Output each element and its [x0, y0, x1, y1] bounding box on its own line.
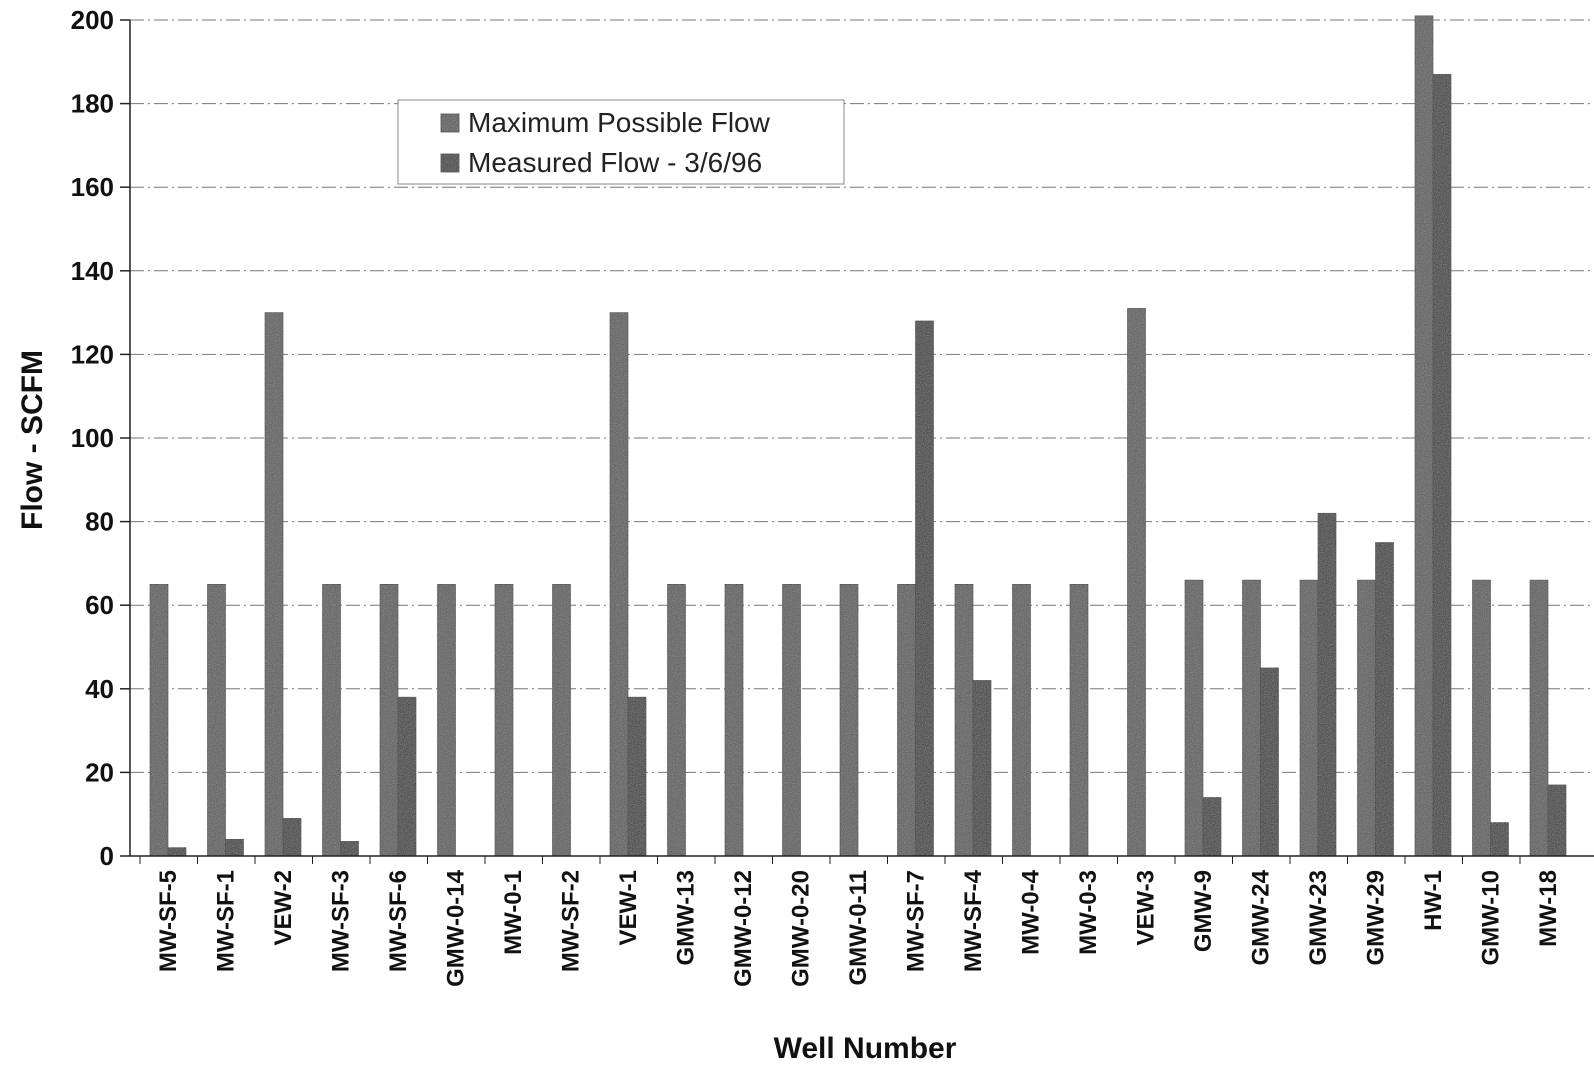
y-tick-label: 0 [100, 841, 114, 871]
x-tick-label: MW-SF-5 [155, 870, 182, 972]
bar-measured-flow [225, 838, 244, 857]
bar-max-flow [1414, 15, 1434, 857]
bar-measured-flow [1260, 667, 1279, 857]
bar-measured-flow [627, 696, 647, 857]
legend-label-measured-flow: Measured Flow - 3/6/96 [468, 147, 762, 178]
x-tick-label: MW-SF-6 [385, 870, 412, 972]
x-tick-label: MW-0-1 [500, 870, 527, 955]
x-tick-label: GMW-29 [1363, 870, 1390, 966]
bar-max-flow [494, 583, 514, 857]
bar-max-flow [552, 583, 571, 857]
y-tick-labels: 0 20 40 60 80 100 120 140 160 180 200 [71, 5, 130, 871]
y-tick-label: 60 [85, 590, 114, 620]
bar-measured-flow [915, 320, 934, 857]
x-tick-label: MW-0-3 [1075, 870, 1102, 955]
y-tick-label: 180 [71, 89, 114, 119]
x-tick-label: MW-18 [1535, 870, 1562, 947]
x-tick-label: GMW-0-11 [845, 870, 872, 986]
bar-measured-flow [1375, 542, 1394, 857]
legend-label-max-flow: Maximum Possible Flow [468, 107, 771, 138]
y-tick-label: 120 [71, 339, 114, 369]
y-tick-label: 200 [71, 5, 114, 35]
bar-measured-flow [1432, 74, 1452, 857]
bar-max-flow [1012, 583, 1031, 857]
bar-max-flow [1472, 579, 1491, 857]
y-tick-label: 40 [85, 674, 114, 704]
bar-max-flow [609, 312, 629, 857]
bar-measured-flow [397, 696, 417, 857]
bar-max-flow [897, 583, 916, 857]
x-tick-label: GMW-13 [673, 870, 700, 966]
bar-measured-flow [1490, 822, 1509, 857]
bar-measured-flow [340, 841, 359, 857]
x-tick-label: MW-SF-1 [213, 870, 240, 972]
bar-max-flow [322, 583, 341, 857]
bar-max-flow [264, 312, 284, 857]
bar-max-flow [1299, 579, 1319, 857]
x-tick-label: VEW-3 [1133, 870, 1160, 946]
x-tick-label: GMW-10 [1478, 870, 1505, 966]
bars [149, 15, 1567, 857]
y-tick-label: 140 [71, 256, 114, 286]
x-tick-label: GMW-23 [1305, 870, 1332, 966]
x-tick-label: GMW-9 [1190, 870, 1217, 952]
y-tick-label: 100 [71, 423, 114, 453]
bar-measured-flow [1202, 797, 1222, 857]
legend-swatch-measured-flow [440, 153, 460, 173]
bar-max-flow [207, 583, 226, 857]
gridlines [130, 19, 1594, 773]
bar-max-flow [1242, 579, 1261, 857]
x-tick-label: GMW-0-14 [443, 869, 470, 987]
x-axis-title: Well Number [774, 1032, 957, 1065]
bar-max-flow [1127, 308, 1146, 857]
x-tick-label: VEW-2 [270, 870, 297, 946]
bar-measured-flow [972, 680, 992, 857]
y-axis-title: Flow - SCFM [16, 350, 49, 530]
legend-swatch-max-flow [440, 113, 460, 133]
x-tick-labels: MW-SF-5 MW-SF-1 VEW-2 MW-SF-3 MW-SF-6 GMW-0-1… [139, 856, 1562, 987]
bar-max-flow [839, 583, 859, 857]
x-tick-label: GMW-0-20 [788, 870, 815, 987]
bar-max-flow [1069, 583, 1089, 857]
bar-max-flow [667, 583, 686, 857]
x-tick-label: GMW-0-12 [730, 870, 757, 987]
bar-measured-flow [1317, 512, 1337, 857]
bar-max-flow [1357, 579, 1376, 857]
x-tick-label: MW-SF-3 [328, 870, 355, 972]
y-tick-label: 80 [85, 507, 114, 537]
bar-measured-flow [282, 818, 302, 857]
legend: Maximum Possible Flow Measured Flow - 3/… [397, 99, 845, 185]
bar-max-flow [149, 583, 169, 857]
bar-max-flow [1184, 579, 1204, 857]
y-tick-label: 160 [71, 172, 114, 202]
legend-box [397, 99, 845, 185]
x-tick-label: MW-0-4 [1018, 869, 1045, 954]
bar-max-flow [379, 583, 399, 857]
bar-measured-flow [167, 847, 187, 857]
y-tick-label: 20 [85, 757, 114, 787]
x-tick-label: HW-1 [1420, 870, 1447, 931]
bar-max-flow [437, 583, 456, 857]
x-tick-label: GMW-24 [1248, 869, 1275, 965]
bar-max-flow [954, 583, 974, 857]
bar-max-flow [782, 583, 801, 857]
x-tick-label: MW-SF-2 [558, 870, 585, 972]
x-tick-label: MW-SF-4 [960, 869, 987, 972]
x-tick-label: MW-SF-7 [903, 870, 930, 972]
bar-max-flow [1529, 579, 1549, 857]
x-tick-label: VEW-1 [615, 870, 642, 946]
bar-max-flow [724, 583, 744, 857]
bar-measured-flow [1547, 784, 1567, 857]
